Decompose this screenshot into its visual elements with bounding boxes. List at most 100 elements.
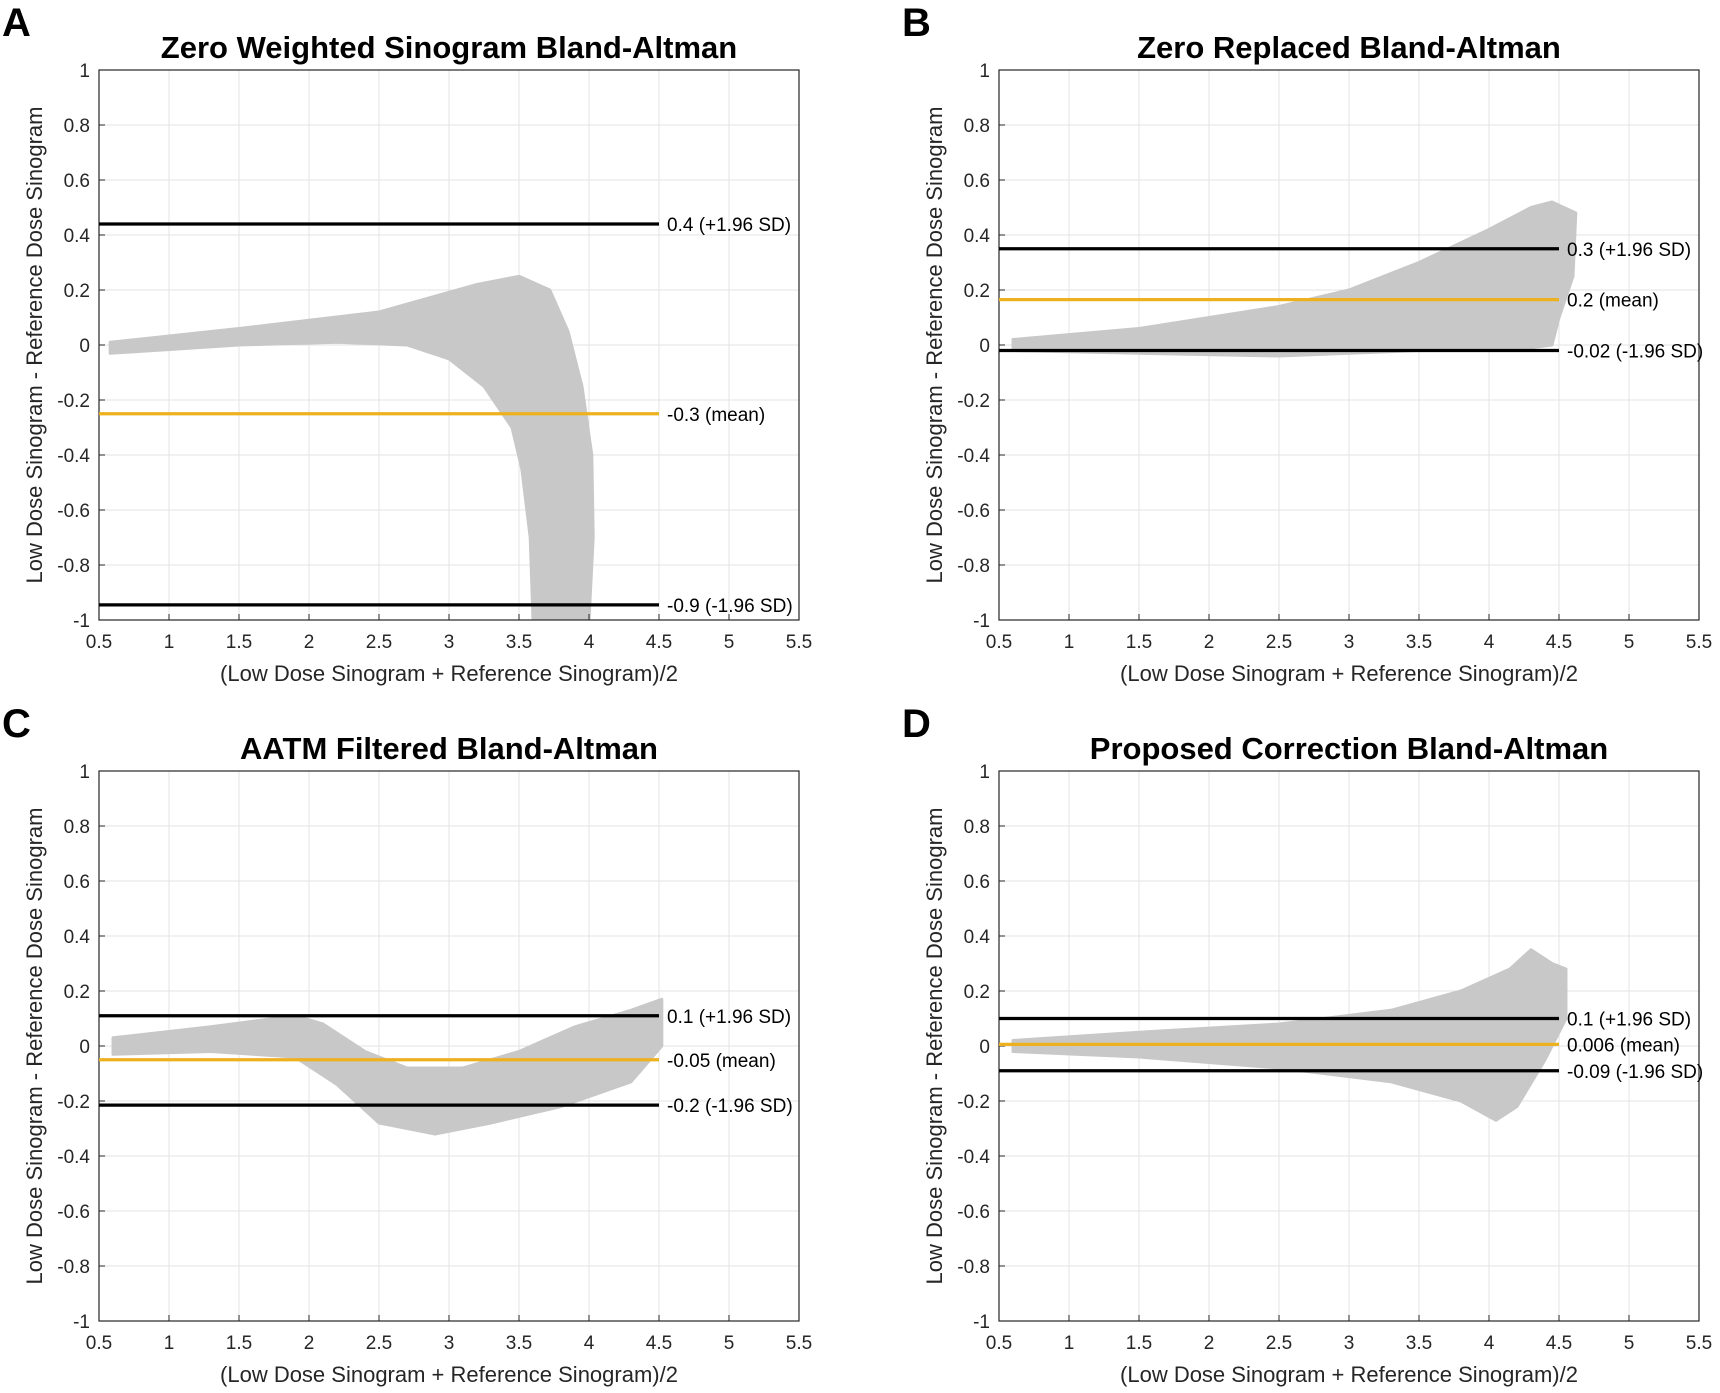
x-tick-label: 5 [1624,1333,1635,1354]
x-tick-label: 1 [1064,632,1075,653]
reference-line-label: -0.05 (mean) [667,1051,776,1072]
x-tick-label: 5.5 [1686,632,1712,653]
y-tick-label: 0 [979,336,990,357]
x-tick-label: 3 [1344,632,1355,653]
y-tick-label: 0.8 [964,116,990,137]
y-tick-label: -0.4 [57,446,90,467]
x-tick-label: 3.5 [506,1333,532,1354]
x-tick-label: 1.5 [226,1333,252,1354]
y-tick-label: -0.6 [957,1202,990,1223]
y-tick-label: 1 [979,762,990,783]
panel-b: B Zero Replaced Bland-Altman 0.5 1 1.5 2 2.5 3 3… [902,1,1712,686]
y-tick-label: 0.6 [964,171,990,192]
y-tick-label: -1 [73,611,90,632]
y-tick-label: -0.2 [957,1092,990,1113]
chart-title: Proposed Correction Bland-Altman [1090,731,1608,766]
x-tick-label: 5 [724,1333,735,1354]
y-tick-label: -0.8 [57,556,90,577]
x-tick-label: 3 [444,632,455,653]
y-tick-label: 0.4 [64,927,91,948]
y-tick-label: 0.8 [964,817,990,838]
panel-a: A Zero Weighted Sinogram Bland-Altman 0.5 1… [2,1,812,686]
x-tick-label: 0.5 [986,1333,1012,1354]
y-tick-label: -1 [973,1312,990,1333]
x-tick-label: 5.5 [786,1333,812,1354]
x-tick-label: 4 [584,632,595,653]
panel-letter: A [2,1,31,45]
x-tick-label: 5 [724,632,735,653]
y-tick-label: -0.2 [57,1092,90,1113]
x-tick-label: 5 [1624,632,1635,653]
y-tick-label: -0.4 [57,1147,90,1168]
y-axis-label: Low Dose Sinogram - Reference Dose Sinog… [22,808,47,1285]
y-tick-label: -0.8 [957,556,990,577]
reference-line-label: -0.3 (mean) [667,405,765,426]
x-tick-label: 5.5 [1686,1333,1712,1354]
x-tick-label: 4.5 [646,632,672,653]
x-axis-label: (Low Dose Sinogram + Reference Sinogram)… [220,1362,678,1387]
y-tick-label: 0.2 [964,982,990,1003]
x-tick-label: 1 [164,1333,175,1354]
x-tick-label: 4 [1484,1333,1495,1354]
y-tick-label: 0.2 [64,281,90,302]
reference-line-label: 0.2 (mean) [1567,291,1659,312]
x-tick-label: 3 [1344,1333,1355,1354]
x-tick-label: 3.5 [1406,1333,1432,1354]
x-tick-label: 4 [584,1333,595,1354]
y-tick-label: 0.8 [64,817,90,838]
chart-title: Zero Weighted Sinogram Bland-Altman [161,30,737,65]
panel-c: C AATM Filtered Bland-Altman 0.5 1 1.5 2 2.5 3 3… [2,702,812,1387]
y-tick-label: -0.6 [57,1202,90,1223]
y-tick-label: 0.4 [964,226,991,247]
x-axis-label: (Low Dose Sinogram + Reference Sinogram)… [220,661,678,686]
reference-line-label: 0.006 (mean) [1567,1035,1680,1056]
panel-letter: D [902,702,931,746]
panel-letter: B [902,1,931,45]
x-tick-label: 0.5 [86,632,112,653]
x-tick-label: 2 [1204,1333,1215,1354]
x-tick-label: 4.5 [1546,1333,1572,1354]
y-tick-label: 0.2 [964,281,990,302]
x-tick-label: 5.5 [786,632,812,653]
y-tick-label: 1 [79,762,90,783]
x-tick-label: 2.5 [1266,1333,1292,1354]
x-tick-label: 1.5 [1126,1333,1152,1354]
y-axis-label: Low Dose Sinogram - Reference Dose Sinog… [922,107,947,584]
y-tick-label: -0.8 [957,1257,990,1278]
x-tick-label: 2 [304,632,315,653]
x-tick-label: 1.5 [1126,632,1152,653]
y-tick-label: 0.6 [964,872,990,893]
y-tick-label: -0.6 [957,501,990,522]
reference-line-label: 0.4 (+1.96 SD) [667,215,791,236]
x-tick-label: 2 [304,1333,315,1354]
x-tick-label: 1.5 [226,632,252,653]
x-axis-label: (Low Dose Sinogram + Reference Sinogram)… [1120,1362,1578,1387]
y-tick-label: -0.2 [957,391,990,412]
y-tick-label: 0 [979,1037,990,1058]
y-axis-label: Low Dose Sinogram - Reference Dose Sinog… [922,808,947,1285]
y-tick-label: 0.4 [964,927,991,948]
reference-line-label: 0.1 (+1.96 SD) [667,1007,791,1028]
x-tick-label: 4.5 [1546,632,1572,653]
y-tick-label: 0 [79,1037,90,1058]
reference-line-label: 0.1 (+1.96 SD) [1567,1010,1691,1031]
x-tick-label: 1 [1064,1333,1075,1354]
y-tick-label: 0.6 [64,872,90,893]
reference-line-label: 0.3 (+1.96 SD) [1567,240,1691,261]
y-tick-label: 1 [979,61,990,82]
y-tick-label: 0 [79,336,90,357]
x-tick-label: 4 [1484,632,1495,653]
y-tick-label: 0.2 [64,982,90,1003]
y-tick-label: 0.8 [64,116,90,137]
x-tick-label: 4.5 [646,1333,672,1354]
x-tick-label: 2 [1204,632,1215,653]
reference-line-label: -0.02 (-1.96 SD) [1567,342,1703,363]
reference-line-label: -0.09 (-1.96 SD) [1567,1062,1703,1083]
x-axis-label: (Low Dose Sinogram + Reference Sinogram)… [1120,661,1578,686]
chart-title: Zero Replaced Bland-Altman [1137,30,1561,65]
x-tick-label: 1 [164,632,175,653]
panel-d: D Proposed Correction Bland-Altman 0.5 1 1.5… [902,702,1712,1387]
chart-title: AATM Filtered Bland-Altman [240,731,658,766]
y-tick-label: 0.4 [64,226,91,247]
